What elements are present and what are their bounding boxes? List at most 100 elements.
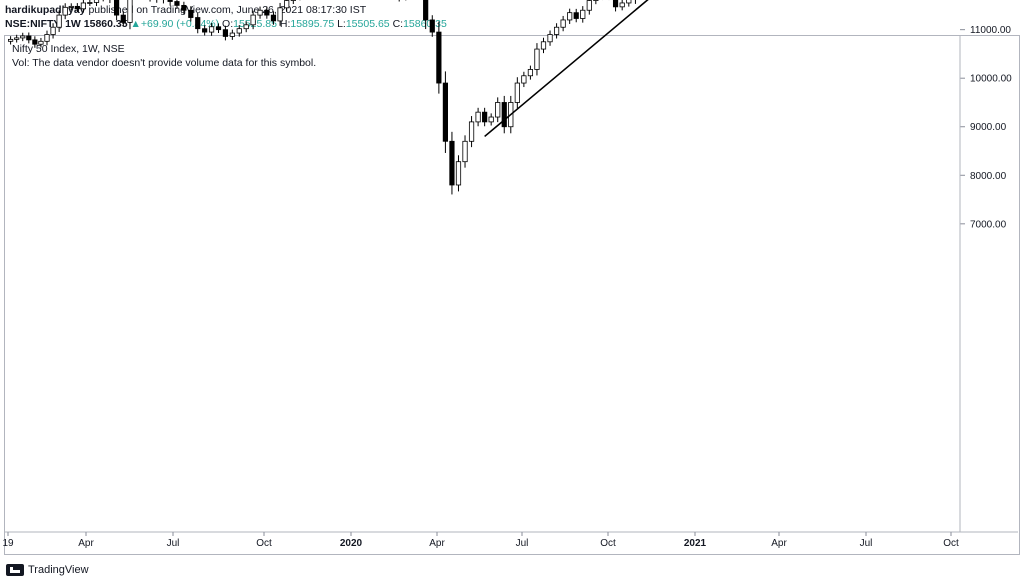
- candle-body: [56, 14, 62, 28]
- candle-body: [202, 28, 208, 33]
- y-tick-label: 7000.00: [970, 219, 1007, 230]
- x-tick-label: 2020: [340, 538, 363, 549]
- candle-body: [120, 14, 126, 23]
- y-tick-label: 11000.00: [970, 25, 1011, 36]
- candle-body: [208, 26, 215, 33]
- candle-body: [567, 12, 573, 21]
- candle-body: [501, 102, 507, 128]
- candle-body: [442, 82, 449, 142]
- candle-body: [514, 82, 520, 103]
- candle-body: [93, 0, 100, 3]
- candle-body: [195, 17, 201, 30]
- candle-body: [127, 0, 133, 23]
- candle-body: [26, 35, 32, 41]
- symbol-label: NSE:NIFTY, 1W: [5, 18, 81, 30]
- candle-body: [436, 31, 442, 84]
- candle-body: [74, 5, 80, 10]
- candle-body: [593, 0, 599, 1]
- candle-body: [174, 1, 180, 6]
- candle-body: [80, 2, 86, 10]
- candle-body: [488, 116, 494, 123]
- candle-body: [580, 9, 586, 19]
- candle-body: [188, 9, 194, 18]
- candle-body: [44, 34, 50, 42]
- last-price: 15860.35: [83, 18, 128, 30]
- candle-body: [475, 111, 481, 123]
- candle-body: [236, 28, 242, 34]
- candle-body: [521, 75, 527, 84]
- x-tick-label: Apr: [78, 538, 94, 549]
- candle-body: [619, 2, 625, 8]
- candle-body: [277, 7, 283, 22]
- candle-body: [14, 37, 20, 40]
- candle-body: [113, 0, 120, 16]
- candle-body: [553, 26, 560, 35]
- up-arrow-icon: ▲: [130, 18, 141, 30]
- open-label: O:: [222, 18, 234, 30]
- candle-body: [495, 102, 501, 118]
- y-tick-label: 10000.00: [970, 74, 1012, 85]
- candle-body: [38, 40, 44, 45]
- candle-body: [290, 0, 296, 1]
- x-tick-label: Jul: [516, 538, 529, 549]
- candle-body: [482, 111, 488, 123]
- candle-body: [429, 19, 435, 33]
- high-label: H:: [279, 18, 291, 30]
- candle-body: [257, 9, 263, 16]
- candle-body: [573, 12, 579, 19]
- candle-body: [215, 26, 222, 31]
- candle-body: [167, 0, 173, 2]
- candle-body: [250, 14, 256, 26]
- candle-body: [468, 121, 475, 142]
- x-tick-label: Oct: [943, 538, 959, 549]
- candle-body: [423, 0, 429, 21]
- candle-body: [534, 48, 540, 70]
- trendline: [484, 0, 649, 138]
- chart-title: Nifty 50 Index, 1W, NSE: [12, 43, 125, 55]
- candle-body: [612, 0, 619, 8]
- candle-body: [229, 32, 235, 37]
- candle-body: [264, 9, 270, 16]
- volume-note: Vol: The data vendor doesn't provide vol…: [12, 57, 317, 69]
- footer-brand: TradingView: [28, 564, 89, 576]
- candle-body: [62, 6, 68, 16]
- candle-body: [586, 0, 592, 11]
- candle-body: [7, 38, 14, 42]
- footer: TradingView: [6, 561, 89, 579]
- x-tick-label: Apr: [771, 538, 787, 549]
- close-label: C:: [392, 18, 404, 30]
- candle-body: [50, 26, 56, 35]
- symbol-info: Nifty 50 Index, 1W, NSE Vol: The data ve…: [12, 42, 316, 70]
- candle-body: [32, 39, 38, 45]
- candle-body: [87, 2, 93, 4]
- candle-body: [181, 4, 187, 11]
- candle-body: [243, 24, 249, 30]
- candle-body: [68, 5, 74, 8]
- high-value: 15895.75: [290, 18, 335, 30]
- x-tick-label: Apr: [429, 538, 445, 549]
- x-tick-label: 2021: [684, 538, 707, 549]
- candle-body: [455, 161, 462, 186]
- x-tick-label: Oct: [600, 538, 616, 549]
- candle-body: [222, 29, 229, 37]
- candle-body: [449, 140, 455, 186]
- candle-body: [462, 140, 468, 163]
- y-tick-label: 8000.00: [970, 171, 1007, 182]
- candle-body: [527, 69, 534, 77]
- x-tick-label: 19: [2, 538, 14, 549]
- x-tick-label: Oct: [256, 538, 272, 549]
- low-value: 15505.65: [345, 18, 390, 30]
- candle-body: [626, 0, 632, 4]
- low-label: L:: [337, 18, 346, 30]
- candle-body: [560, 19, 566, 28]
- candle-body: [547, 34, 553, 43]
- x-tick-label: Jul: [167, 538, 180, 549]
- candle-body: [20, 35, 26, 39]
- x-tick-label: Jul: [860, 538, 873, 549]
- candle-body: [540, 41, 547, 50]
- chart-area[interactable]: [4, 35, 1020, 555]
- close-value: 15860.35: [403, 18, 447, 30]
- publish-info: published on TradingView.com, June 26, 2…: [88, 4, 367, 16]
- candle-body: [284, 0, 290, 9]
